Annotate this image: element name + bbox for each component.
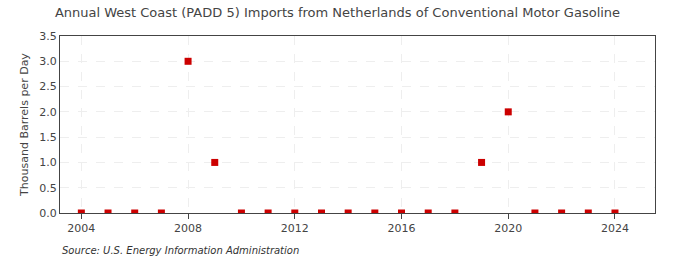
svg-text:0.5: 0.5 bbox=[39, 182, 57, 195]
svg-text:Annual West Coast (PADD 5) Imp: Annual West Coast (PADD 5) Imports from … bbox=[55, 5, 620, 20]
svg-text:1.0: 1.0 bbox=[39, 156, 57, 169]
svg-text:Thousand Barrels per Day: Thousand Barrels per Day bbox=[18, 53, 31, 197]
svg-text:2016: 2016 bbox=[388, 222, 416, 235]
svg-text:3.5: 3.5 bbox=[39, 30, 57, 43]
svg-text:0.0: 0.0 bbox=[39, 207, 57, 220]
svg-text:2.0: 2.0 bbox=[39, 106, 57, 119]
svg-text:2008: 2008 bbox=[174, 222, 202, 235]
svg-text:2.5: 2.5 bbox=[39, 80, 57, 93]
svg-text:1.5: 1.5 bbox=[39, 131, 57, 144]
svg-text:2004: 2004 bbox=[67, 222, 95, 235]
svg-text:Source: U.S. Energy Informatio: Source: U.S. Energy Information Administ… bbox=[62, 245, 299, 256]
svg-text:2012: 2012 bbox=[281, 222, 309, 235]
svg-text:3.0: 3.0 bbox=[39, 55, 57, 68]
svg-text:2020: 2020 bbox=[494, 222, 522, 235]
svg-text:2024: 2024 bbox=[601, 222, 629, 235]
